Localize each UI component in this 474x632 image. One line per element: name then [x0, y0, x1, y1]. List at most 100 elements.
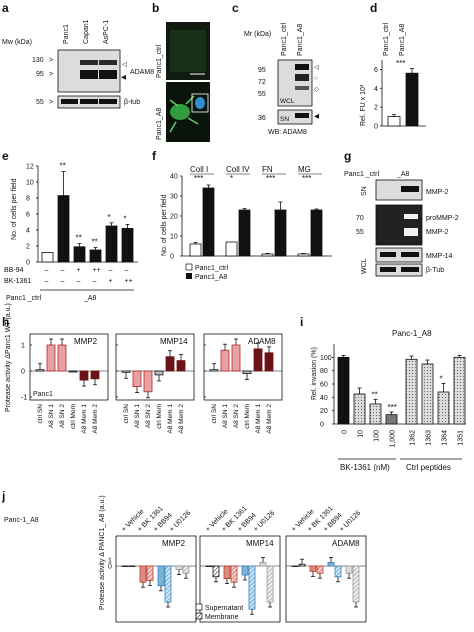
y-tick-label: 40 — [170, 174, 178, 181]
bar — [79, 370, 89, 381]
panel-f-legend-ctrl: Panc1_ctrl — [195, 265, 229, 272]
group-label: Coll I — [190, 165, 208, 174]
svg-text:◁: ◁ — [314, 64, 320, 71]
svg-text:>: > — [49, 99, 53, 106]
panel-d-chart: 0 2 4 6 — [374, 60, 426, 131]
panel-a-band — [80, 70, 98, 79]
x-tick-label: A8 Mem 1 — [81, 404, 88, 434]
panel-c: c Mr (kDa) Panc1_ctrl Panc1_A8 WCL SN 95… — [232, 1, 320, 136]
y-tick-label: 8 — [26, 196, 30, 203]
x-tick-label: 100 — [374, 430, 381, 442]
y-tick-label: 2 — [374, 105, 378, 112]
y-tick-label: 0 — [21, 369, 25, 376]
panel-a-lane-2: Capan1 — [83, 19, 90, 44]
panel-a-band-label-tub: β-tub — [124, 99, 140, 106]
panel-h-band-3: MMP-2 — [426, 229, 449, 236]
bar — [231, 344, 241, 372]
panel-c-marker: 55 — [258, 91, 266, 98]
corner-label: Panc1 — [33, 391, 53, 398]
bar — [202, 187, 215, 257]
panel-a-marker-55: 55 — [36, 99, 44, 106]
panel-d: d Panc1_ctrl Panc1_A8 Rel. FU x 10³ *** … — [360, 1, 426, 131]
panel-c-lane-1: Panc1_ctrl — [281, 22, 288, 56]
panel-c-caption: WB: ADAM8 — [268, 129, 307, 136]
panel-b: b Panc1_ctrl Panc1_A8 — [152, 1, 210, 142]
sig-marker: * — [108, 213, 111, 222]
bar — [352, 565, 360, 603]
group-label: Coll IV — [226, 165, 250, 174]
x-tick-label: ctrl Mem — [156, 404, 163, 429]
svg-text:◀: ◀ — [314, 113, 320, 120]
y-tick-label: 2 — [26, 244, 30, 251]
panel-e-chart: 0 2 4 6 8 10 12 – – ** – – ** + – ** ++ – * – + * – ++ — [26, 162, 138, 285]
y-tick-label: 0 — [26, 260, 30, 267]
bar — [176, 360, 186, 372]
bar — [165, 356, 175, 372]
panel-a-band — [99, 99, 117, 104]
panel-label-d: d — [370, 1, 377, 15]
x-tick-label: ctrl SN — [211, 404, 218, 424]
legend-swatch-supernatant — [195, 603, 203, 611]
bar — [154, 370, 164, 376]
panel-e-group-ctrl: Panc1 _ctrl — [6, 295, 41, 302]
y-tick-label: -1 — [21, 395, 27, 402]
panel-b-label-ctrl: Panc1_ctrl — [156, 44, 163, 78]
y-tick-label: 0 — [320, 422, 324, 429]
panel-f-legend-a8: Panc1_A8 — [195, 274, 227, 281]
panel-f: f No. of cells per field 0 10 20 30 40 Coll I… — [152, 149, 332, 281]
bar — [309, 565, 317, 572]
bar — [327, 562, 335, 567]
x-tick-label: A8 SN 2 — [145, 404, 152, 429]
chart-title: ADAM8 — [248, 337, 276, 346]
x-tick-label: 0 — [342, 430, 349, 434]
bar — [453, 356, 466, 425]
panel-label-b: b — [152, 1, 159, 15]
panel-label-i: i — [300, 315, 303, 329]
panel-e-group-a8: _A8 — [83, 295, 97, 302]
panel-j-legend-sn: Supernatant — [205, 605, 243, 612]
bb94-mark: – — [45, 267, 49, 274]
x-tick-label: ctrl SN — [123, 404, 130, 424]
sig-marker: ** — [372, 390, 378, 399]
y-tick-label: 0 — [374, 124, 378, 131]
sig-marker: *** — [266, 174, 275, 183]
bar — [90, 370, 100, 380]
bar — [291, 565, 299, 567]
bar — [264, 352, 274, 372]
chart-frame — [29, 333, 109, 401]
panel-h-blot-mmp14 — [375, 247, 423, 263]
x-tick-label: A8 Mem 2 — [178, 404, 185, 434]
panel-label-h: g — [344, 149, 351, 163]
bb94-mark: ++ — [93, 267, 101, 274]
panel-d-cat-1: Panc1_ctrl — [383, 22, 390, 56]
panel-h-marker-70: 70 — [356, 215, 364, 222]
chart-title: MMP2 — [162, 539, 186, 548]
bar — [143, 370, 153, 393]
bar — [220, 349, 230, 372]
svg-text:>: > — [49, 57, 53, 64]
legend-swatch-ctrl — [185, 263, 193, 271]
bk1361-mark: – — [45, 278, 49, 285]
bar — [405, 72, 419, 127]
y-tick-label: 80 — [320, 368, 328, 375]
panel-d-cat-2: Panc1_A8 — [399, 24, 406, 56]
panel-d-sig: *** — [396, 59, 405, 68]
y-tick-label: 30 — [170, 194, 178, 201]
y-tick-label: 0 — [108, 564, 112, 571]
sig-marker: *** — [388, 403, 397, 412]
y-tick-label: 12 — [26, 164, 34, 171]
x-tick-label: A8 SN 1 — [222, 404, 229, 429]
y-tick-label: 40 — [320, 395, 328, 402]
x-tick-label: ctrl Mem — [244, 404, 251, 429]
panel-label-c: c — [232, 1, 239, 15]
x-tick-label: A8 SN 1 — [48, 404, 55, 429]
bb94-mark: – — [109, 267, 113, 274]
x-tick-label: ctrl Mem — [70, 404, 77, 429]
x-tick-label: ctrl SN — [37, 404, 44, 424]
bar — [298, 563, 306, 567]
y-tick-label: 10 — [26, 180, 34, 187]
panel-c-ylabel: Mr (kDa) — [244, 31, 271, 38]
panel-h-band-2: proMMP-2 — [426, 215, 459, 222]
y-tick-label: 10 — [170, 234, 178, 241]
